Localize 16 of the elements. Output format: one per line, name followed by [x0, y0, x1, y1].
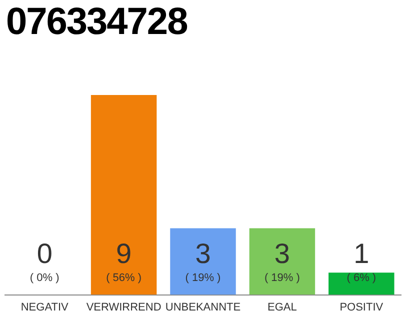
x-tick-label: EGAL [268, 301, 297, 314]
annotation: ( 56% ) [106, 272, 142, 284]
data-label: 1 [354, 238, 370, 269]
data-label: 0 [36, 238, 52, 269]
data-label: 3 [274, 238, 290, 269]
data-label: 9 [116, 238, 132, 269]
x-tick-label: VERWIRREND [86, 301, 162, 314]
data-label: 3 [195, 238, 211, 269]
annotation: ( 6% ) [346, 272, 376, 284]
annotation: ( 19% ) [185, 272, 221, 284]
x-tick-label: UNBEKANNTE [165, 301, 241, 314]
annotation: ( 0% ) [30, 272, 60, 284]
annotation: ( 19% ) [264, 272, 300, 284]
x-tick-label: NEGATIV [20, 301, 69, 314]
x-tick-label: POSITIV [340, 301, 384, 314]
chart-title: 076334728 [6, 0, 188, 44]
